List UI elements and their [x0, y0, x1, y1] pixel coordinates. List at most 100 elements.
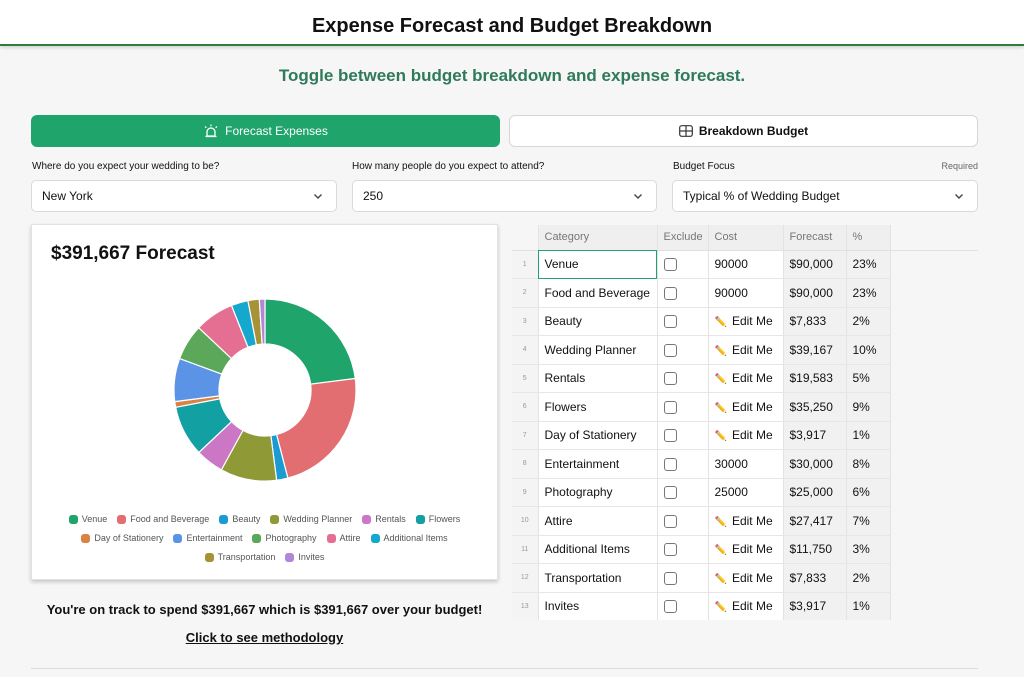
legend-item[interactable]: Additional Items: [370, 532, 448, 544]
exclude-checkbox[interactable]: [663, 457, 677, 471]
legend-item[interactable]: Entertainment: [173, 532, 242, 544]
exclude-checkbox[interactable]: [663, 543, 677, 557]
exclude-cell: [657, 535, 709, 564]
cost-cell[interactable]: 30000: [708, 449, 784, 479]
legend-item[interactable]: Venue: [68, 513, 107, 525]
cost-value: Edit Me: [731, 371, 773, 386]
exclude-checkbox[interactable]: [663, 600, 677, 614]
legend-item[interactable]: Photography: [252, 532, 317, 544]
legend-item[interactable]: Wedding Planner: [270, 513, 352, 525]
column-header-percent[interactable]: %: [846, 225, 891, 251]
exclude-checkbox[interactable]: [663, 400, 677, 414]
column-header-category[interactable]: Category: [538, 225, 658, 251]
exclude-cell: [657, 392, 709, 422]
table-row: 12 Transportation ✏️ Edit Me $7,833 2%: [512, 563, 978, 593]
category-cell[interactable]: Invites: [538, 592, 658, 620]
cost-cell[interactable]: 90000: [708, 250, 784, 279]
percent-cell: 2%: [846, 307, 891, 336]
breakdown-budget-tab[interactable]: Breakdown Budget: [509, 115, 978, 147]
table-row: 11 Additional Items ✏️ Edit Me $11,750 3%: [512, 535, 978, 564]
cost-cell[interactable]: ✏️ Edit Me: [708, 506, 784, 536]
table-row: 8 Entertainment 30000 $30,000 8%: [512, 449, 978, 479]
exclude-checkbox[interactable]: [663, 343, 677, 357]
legend-label: Additional Items: [383, 533, 448, 543]
cost-cell[interactable]: 90000: [708, 278, 784, 308]
percent-cell: 3%: [846, 535, 891, 564]
exclude-checkbox[interactable]: [663, 372, 677, 386]
location-select[interactable]: New York: [31, 180, 337, 212]
category-cell[interactable]: Venue: [538, 250, 658, 279]
category-cell[interactable]: Food and Beverage: [538, 278, 658, 308]
exclude-checkbox[interactable]: [663, 514, 677, 528]
row-number: 6: [512, 392, 539, 422]
exclude-checkbox[interactable]: [663, 286, 677, 300]
cost-cell[interactable]: ✏️ Edit Me: [708, 592, 784, 620]
legend-item[interactable]: Day of Stationery: [81, 532, 163, 544]
legend-item[interactable]: Transportation: [204, 551, 276, 563]
category-cell[interactable]: Photography: [538, 478, 658, 507]
row-number: 5: [512, 364, 539, 393]
table-row: 7 Day of Stationery ✏️ Edit Me $3,917 1%: [512, 421, 978, 450]
empty-cell: [890, 506, 978, 535]
cost-cell[interactable]: ✏️ Edit Me: [708, 563, 784, 593]
exclude-checkbox[interactable]: [663, 429, 677, 443]
exclude-checkbox[interactable]: [663, 315, 677, 329]
legend-swatch: [270, 514, 280, 524]
row-number: 1: [512, 250, 539, 279]
cost-cell[interactable]: ✏️ Edit Me: [708, 392, 784, 422]
category-cell[interactable]: Transportation: [538, 563, 658, 593]
methodology-link[interactable]: Click to see methodology: [185, 630, 344, 645]
chevron-down-icon: [955, 194, 963, 199]
category-cell[interactable]: Day of Stationery: [538, 421, 658, 450]
donut-slice-venue[interactable]: [264, 298, 356, 385]
category-cell[interactable]: Beauty: [538, 307, 658, 336]
column-header-forecast[interactable]: Forecast: [783, 225, 847, 251]
forecast-expenses-tab[interactable]: Forecast Expenses: [31, 115, 500, 147]
empty-cell: [890, 335, 978, 364]
legend-label: Transportation: [217, 552, 276, 562]
exclude-checkbox[interactable]: [663, 486, 677, 500]
exclude-checkbox[interactable]: [663, 571, 677, 585]
cost-cell[interactable]: ✏️ Edit Me: [708, 364, 784, 393]
divider: [31, 668, 978, 669]
legend-item[interactable]: Attire: [326, 532, 361, 544]
percent-cell: 10%: [846, 335, 891, 365]
category-cell[interactable]: Entertainment: [538, 449, 658, 479]
legend-item[interactable]: Food and Beverage: [117, 513, 209, 525]
legend-item[interactable]: Flowers: [415, 513, 460, 525]
cost-cell[interactable]: ✏️ Edit Me: [708, 535, 784, 564]
exclude-checkbox[interactable]: [663, 258, 677, 272]
donut-slice-food-and-beverage[interactable]: [275, 377, 357, 479]
pencil-icon: ✏️: [714, 374, 727, 386]
category-cell[interactable]: Wedding Planner: [538, 335, 658, 365]
cost-cell[interactable]: ✏️ Edit Me: [708, 335, 784, 365]
forecast-cell: $3,917: [783, 592, 847, 620]
row-number: 12: [512, 563, 539, 593]
category-cell[interactable]: Attire: [538, 506, 658, 536]
legend-item[interactable]: Invites: [285, 551, 324, 563]
category-cell[interactable]: Flowers: [538, 392, 658, 422]
category-cell[interactable]: Rentals: [538, 364, 658, 393]
empty-cell: [890, 364, 978, 393]
legend-label: Photography: [265, 533, 317, 543]
percent-cell: 23%: [846, 278, 891, 308]
cost-cell[interactable]: 25000: [708, 478, 784, 507]
column-header-exclude[interactable]: Exclude: [657, 225, 709, 251]
donut-slice-invites[interactable]: [258, 298, 266, 345]
location-label: Where do you expect your wedding to be?: [32, 161, 220, 172]
cost-cell[interactable]: ✏️ Edit Me: [708, 421, 784, 450]
pencil-icon: ✏️: [714, 345, 727, 357]
chevron-down-icon: [314, 194, 322, 199]
legend-label: Day of Stationery: [94, 533, 164, 543]
column-header-cost[interactable]: Cost: [708, 225, 784, 251]
forecast-cell: $39,167: [783, 335, 847, 365]
attendees-select[interactable]: 250: [352, 180, 657, 212]
budget-focus-select[interactable]: Typical % of Wedding Budget: [672, 180, 978, 212]
legend-item[interactable]: Beauty: [219, 513, 260, 525]
cost-cell[interactable]: ✏️ Edit Me: [708, 307, 784, 336]
cost-value: 25000: [714, 485, 748, 500]
percent-cell: 8%: [846, 449, 891, 479]
category-cell[interactable]: Additional Items: [538, 535, 658, 564]
exclude-cell: [657, 278, 709, 308]
legend-item[interactable]: Rentals: [362, 513, 406, 525]
